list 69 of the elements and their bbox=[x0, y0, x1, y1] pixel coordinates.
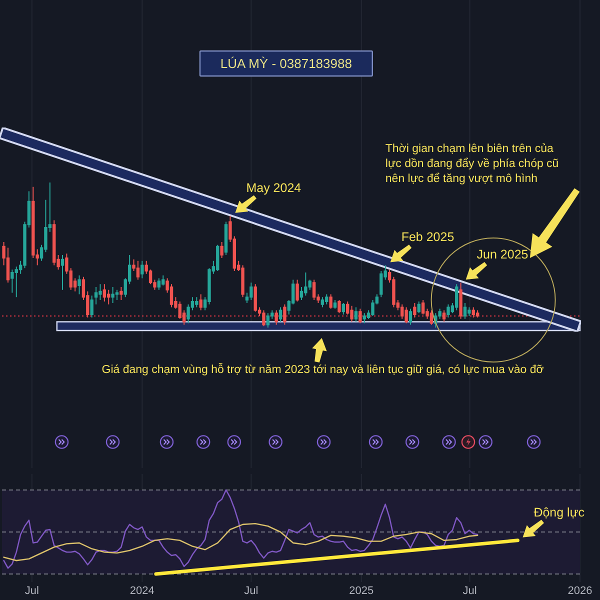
candlestick bbox=[413, 302, 416, 318]
candlestick bbox=[338, 300, 341, 314]
annotation: Jun 2025 bbox=[476, 248, 528, 262]
candlestick bbox=[329, 294, 332, 310]
candlestick bbox=[404, 306, 408, 324]
candlestick bbox=[417, 300, 420, 314]
candlestick bbox=[52, 220, 56, 266]
candlestick bbox=[162, 274, 165, 286]
x-tick-label: 2024 bbox=[130, 585, 154, 597]
candlestick bbox=[455, 284, 458, 311]
candlestick bbox=[296, 279, 299, 302]
candlestick bbox=[304, 272, 308, 296]
candlestick bbox=[472, 306, 475, 318]
candlestick bbox=[94, 286, 98, 305]
candlestick bbox=[320, 296, 324, 308]
annotation: Động lực bbox=[534, 505, 584, 520]
x-tick-label: Jul bbox=[244, 585, 258, 597]
candlestick bbox=[442, 310, 446, 322]
candlestick bbox=[468, 306, 471, 316]
annotation: Thời gian chạm lên biên trên của lực dồn đang đẩy về phía chóp cũ nên lực để tăng vượt mô hình bbox=[385, 143, 559, 185]
candlestick bbox=[354, 306, 358, 322]
candlestick bbox=[476, 310, 480, 318]
candlestick bbox=[199, 294, 202, 311]
candlestick bbox=[78, 274, 81, 295]
x-tick-label: Jul bbox=[24, 585, 39, 597]
candlestick bbox=[446, 304, 450, 318]
x-tick-label: Jul bbox=[462, 585, 477, 597]
candlestick bbox=[266, 312, 270, 328]
annotation: May 2024 bbox=[246, 180, 302, 195]
text: Giá đang chạm vùng hỗ trợ từ năm 2023 tới nay và liên tục giữ giá, có lực mua vào đỡ bbox=[102, 363, 544, 376]
candlestick bbox=[10, 269, 14, 294]
x-tick-label: 2026 bbox=[568, 585, 592, 597]
candlestick bbox=[220, 242, 224, 258]
candlestick bbox=[241, 264, 244, 298]
candlestick bbox=[362, 312, 366, 324]
candlestick bbox=[250, 282, 253, 301]
candlestick bbox=[278, 306, 282, 322]
candlestick bbox=[342, 302, 346, 316]
candlestick bbox=[350, 305, 354, 322]
candlestick bbox=[459, 282, 462, 320]
annotation: Feb 2025 bbox=[401, 230, 454, 244]
candlestick bbox=[157, 278, 161, 290]
candlestick bbox=[98, 284, 102, 301]
candlestick bbox=[274, 310, 278, 326]
candlestick bbox=[408, 308, 412, 326]
candlestick bbox=[115, 289, 119, 301]
candlestick bbox=[195, 296, 198, 308]
candlestick bbox=[140, 260, 144, 279]
candlestick bbox=[421, 300, 425, 316]
candlestick bbox=[333, 300, 337, 310]
candlestick bbox=[60, 254, 64, 290]
candlestick bbox=[283, 304, 286, 326]
candlestick bbox=[90, 295, 94, 318]
candlestick bbox=[136, 260, 140, 280]
x-tick-label: 2025 bbox=[349, 585, 374, 597]
candlestick bbox=[111, 286, 114, 304]
candlestick bbox=[463, 302, 467, 320]
candlestick bbox=[102, 284, 106, 302]
candlestick bbox=[120, 286, 123, 301]
candlestick bbox=[400, 304, 404, 320]
candlestick bbox=[262, 310, 266, 327]
candlestick bbox=[358, 308, 362, 324]
candlestick bbox=[224, 221, 228, 256]
candlestick bbox=[312, 279, 316, 301]
candlestick bbox=[254, 284, 257, 312]
chart-title: LÚA MỲ - 0387183988 bbox=[220, 56, 352, 71]
candlestick bbox=[325, 294, 328, 305]
candlestick bbox=[430, 310, 434, 326]
candlestick bbox=[216, 244, 220, 272]
